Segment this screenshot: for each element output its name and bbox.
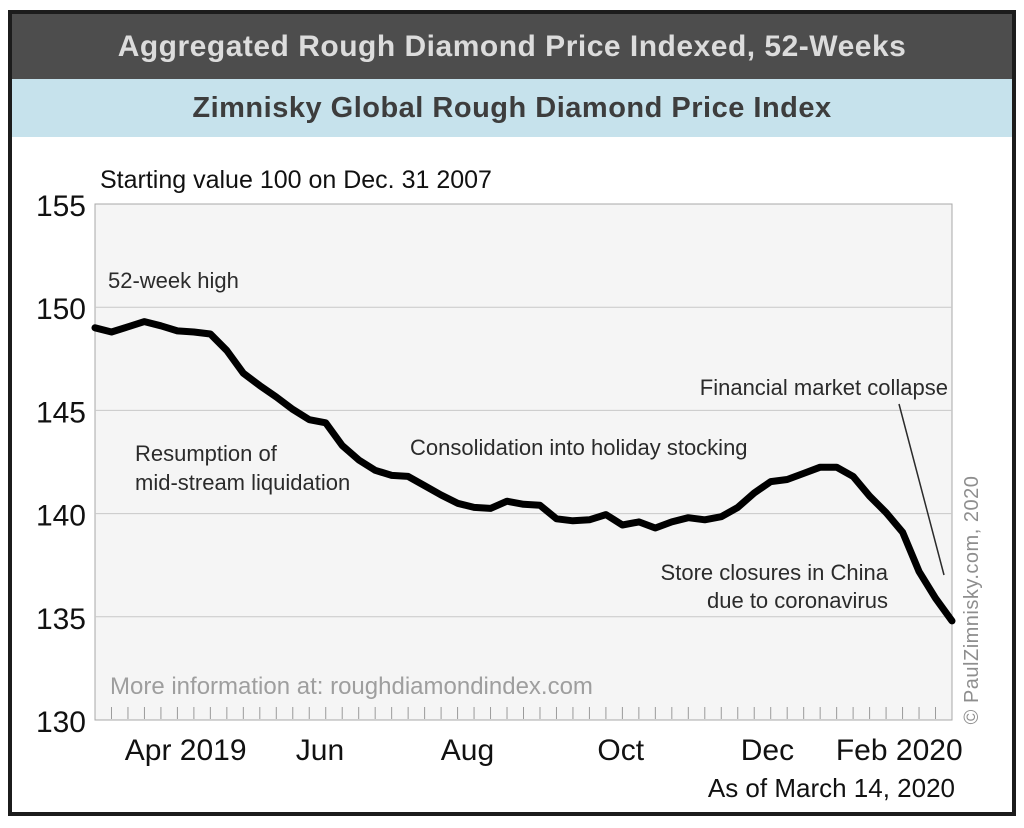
chart-subtitle: Zimnisky Global Rough Diamond Price Inde… — [192, 91, 832, 124]
chart-title: Aggregated Rough Diamond Price Indexed, … — [117, 29, 907, 63]
chart-frame: Aggregated Rough Diamond Price Indexed, … — [8, 10, 1016, 816]
chart-subtitle-bar: Zimnisky Global Rough Diamond Price Inde… — [12, 79, 1012, 137]
chart-title-bar: Aggregated Rough Diamond Price Indexed, … — [12, 14, 1012, 79]
